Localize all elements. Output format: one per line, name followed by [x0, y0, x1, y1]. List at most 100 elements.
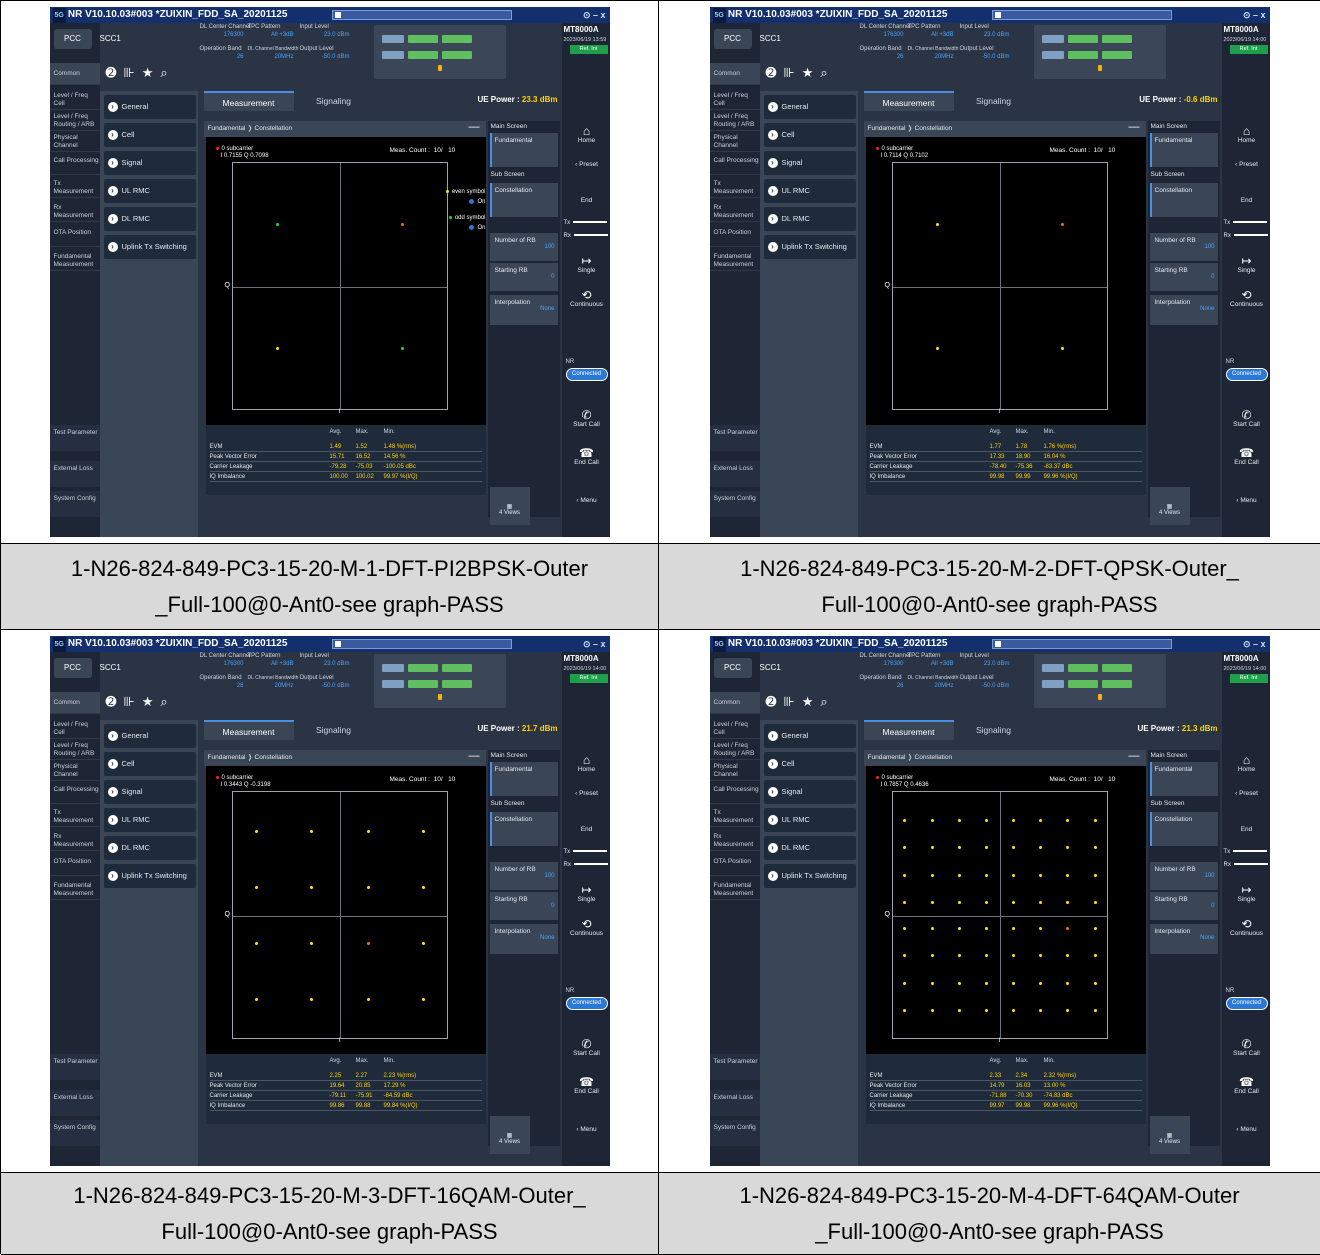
menu-item[interactable]: › General	[763, 724, 856, 748]
nav-bottom-item[interactable]: Test Parameter	[709, 1054, 760, 1080]
menu-item[interactable]: › Signal	[103, 151, 196, 175]
menu-item[interactable]: › Cell	[103, 752, 196, 776]
nav-item[interactable]: OTA Position	[49, 227, 100, 247]
menu-item[interactable]: › Signal	[763, 780, 856, 804]
single-button[interactable]: ↦ Single	[566, 884, 608, 903]
number-of-rb-field[interactable]: Number of RB 100	[1149, 233, 1218, 261]
nav-item[interactable]: Tx Measurement	[49, 807, 100, 827]
menu-item[interactable]: › DL RMC	[763, 836, 856, 860]
tab-measurement[interactable]: Measurement	[863, 91, 954, 111]
nav-item[interactable]: Level / Freq Routing / ARB	[709, 111, 760, 131]
tab-signaling[interactable]: Signaling	[316, 96, 351, 106]
end-call-button[interactable]: ☎ End Call	[566, 1076, 608, 1095]
single-button[interactable]: ↦ Single	[1226, 255, 1268, 274]
end-call-button[interactable]: ☎ End Call	[1226, 447, 1268, 466]
end-button[interactable]: End	[580, 197, 593, 204]
menu-item[interactable]: › DL RMC	[103, 836, 196, 860]
list-icon[interactable]: ⊪	[123, 65, 135, 80]
connected-button[interactable]: Connected	[1225, 997, 1268, 1010]
nav-item[interactable]: Level / Freq Routing / ARB	[49, 111, 100, 131]
nav-item[interactable]: OTA Position	[49, 856, 100, 876]
tab-signaling[interactable]: Signaling	[976, 725, 1011, 735]
single-button[interactable]: ↦ Single	[566, 255, 608, 274]
scc1-button[interactable]: SCC1	[759, 663, 781, 672]
nav-item[interactable]: Fundamental Measurement	[49, 251, 100, 271]
nav-item[interactable]: Rx Measurement	[49, 831, 100, 851]
nav-bottom-item[interactable]: Test Parameter	[49, 1054, 100, 1080]
menu-item[interactable]: › DL RMC	[103, 207, 196, 231]
starting-rb-field[interactable]: Starting RB 0	[1149, 892, 1218, 920]
connected-button[interactable]: Connected	[565, 997, 608, 1010]
window-controls[interactable]: ⊙ – x	[582, 639, 606, 649]
list-icon[interactable]: ⊪	[783, 65, 795, 80]
start-call-button[interactable]: ✆ Start Call	[1226, 1038, 1268, 1057]
menu-item[interactable]: › DL RMC	[763, 207, 856, 231]
continuous-button[interactable]: ⟲ Continuous	[566, 289, 608, 308]
nav-item[interactable]: Call Processing	[709, 155, 760, 175]
next-icon[interactable]: ➋	[765, 694, 777, 709]
nav-bottom-item[interactable]: Test Parameter	[709, 425, 760, 451]
nav-item[interactable]: OTA Position	[709, 856, 760, 876]
starting-rb-field[interactable]: Starting RB 0	[489, 892, 558, 920]
search-icon[interactable]: ⌕	[160, 65, 168, 80]
nav-bottom-item[interactable]: External Loss	[49, 461, 100, 487]
interpolation-field[interactable]: Interpolation None	[1149, 924, 1218, 954]
nav-item[interactable]: Common	[709, 692, 760, 714]
menu-item[interactable]: › Signal	[103, 780, 196, 804]
number-of-rb-field[interactable]: Number of RB 100	[489, 862, 558, 890]
menu-button[interactable]: ‹ Menu	[576, 1126, 597, 1133]
nav-item[interactable]: Physical Channel	[709, 132, 760, 152]
next-icon[interactable]: ➋	[105, 65, 117, 80]
menu-item[interactable]: › UL RMC	[103, 808, 196, 832]
window-controls[interactable]: ⊙ – x	[1242, 639, 1266, 649]
menu-item[interactable]: › UL RMC	[763, 808, 856, 832]
home-button[interactable]: ⌂ Home	[1226, 125, 1268, 144]
start-call-button[interactable]: ✆ Start Call	[566, 409, 608, 428]
four-views-button[interactable]: ▦ 4 Views	[489, 1116, 530, 1154]
end-button[interactable]: End	[1240, 826, 1253, 833]
end-button[interactable]: End	[580, 826, 593, 833]
interpolation-field[interactable]: Interpolation None	[1149, 295, 1218, 325]
menu-item[interactable]: › Uplink Tx Switching	[103, 864, 196, 888]
start-call-button[interactable]: ✆ Start Call	[566, 1038, 608, 1057]
nav-item[interactable]: Level / Freq Cell	[709, 719, 760, 739]
nav-bottom-item[interactable]: External Loss	[709, 461, 760, 487]
minimize-icon[interactable]: —	[468, 750, 480, 762]
search-icon[interactable]: ⌕	[820, 65, 828, 80]
nav-item[interactable]: Call Processing	[49, 784, 100, 804]
nav-item[interactable]: Rx Measurement	[709, 831, 760, 851]
nav-item[interactable]: Rx Measurement	[709, 202, 760, 222]
nav-item[interactable]: Call Processing	[709, 784, 760, 804]
nav-item[interactable]: Physical Channel	[709, 761, 760, 781]
fundamental-button[interactable]: Fundamental	[1149, 762, 1218, 796]
nav-item[interactable]: Fundamental Measurement	[709, 251, 760, 271]
starting-rb-field[interactable]: Starting RB 0	[1149, 263, 1218, 291]
home-button[interactable]: ⌂ Home	[566, 125, 608, 144]
number-of-rb-field[interactable]: Number of RB 100	[489, 233, 558, 261]
minimize-icon[interactable]: —	[468, 121, 480, 133]
nav-item[interactable]: Level / Freq Routing / ARB	[709, 740, 760, 760]
preset-button[interactable]: ‹ Preset	[575, 790, 598, 797]
interpolation-field[interactable]: Interpolation None	[489, 295, 558, 325]
menu-item[interactable]: › General	[103, 95, 196, 119]
fundamental-button[interactable]: Fundamental	[1149, 133, 1218, 167]
nav-item[interactable]: Tx Measurement	[49, 178, 100, 198]
continuous-button[interactable]: ⟲ Continuous	[1226, 918, 1268, 937]
end-call-button[interactable]: ☎ End Call	[1226, 1076, 1268, 1095]
interpolation-field[interactable]: Interpolation None	[489, 924, 558, 954]
nav-item[interactable]: Fundamental Measurement	[709, 880, 760, 900]
menu-item[interactable]: › UL RMC	[763, 179, 856, 203]
ref-int-badge[interactable]: Ref. Int	[569, 674, 608, 683]
nav-item[interactable]: Call Processing	[49, 155, 100, 175]
nav-bottom-item[interactable]: External Loss	[49, 1090, 100, 1116]
nav-bottom-item[interactable]: System Config	[49, 491, 100, 517]
ref-int-badge[interactable]: Ref. Int	[1229, 674, 1268, 683]
menu-button[interactable]: ‹ Menu	[1236, 1126, 1257, 1133]
nav-item[interactable]: Common	[49, 692, 100, 714]
menu-item[interactable]: › Cell	[763, 752, 856, 776]
pcc-button[interactable]: PCC	[713, 658, 752, 678]
window-controls[interactable]: ⊙ – x	[1242, 10, 1266, 20]
end-call-button[interactable]: ☎ End Call	[566, 447, 608, 466]
nav-item[interactable]: Physical Channel	[49, 132, 100, 152]
start-call-button[interactable]: ✆ Start Call	[1226, 409, 1268, 428]
